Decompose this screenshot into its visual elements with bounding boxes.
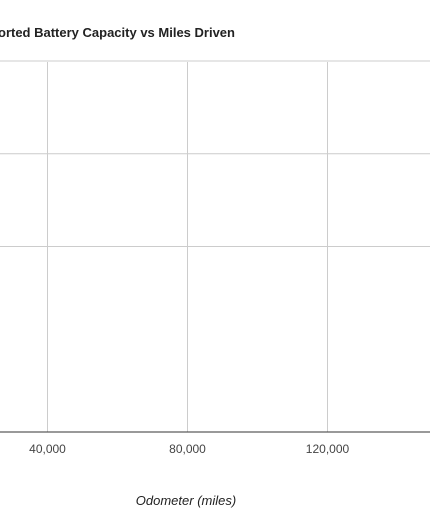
chart-title: orted Battery Capacity vs Miles Driven (0, 25, 235, 40)
gridlines (0, 60, 430, 432)
x-tick-label: 80,000 (169, 442, 206, 456)
x-axis-ticks: 40,000 80,000 120,000 (29, 442, 349, 456)
x-axis-title: Odometer (miles) (136, 493, 236, 508)
x-tick-label: 120,000 (306, 442, 350, 456)
x-tick-label: 40,000 (29, 442, 66, 456)
